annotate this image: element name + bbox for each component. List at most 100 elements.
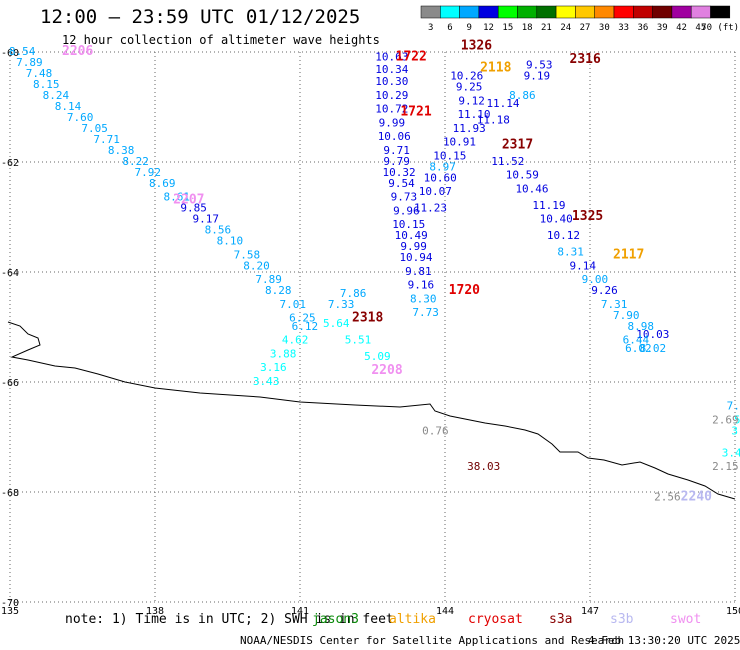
data-point-label: 9.79	[383, 155, 410, 168]
data-point-label: 8.28	[265, 284, 292, 297]
data-point-label: 7.60	[67, 111, 94, 124]
data-point-label: 10.60	[424, 171, 457, 184]
data-point-label: 10.26	[450, 70, 483, 83]
colorbar-swatch	[652, 5, 673, 19]
data-point-label: 7.73	[412, 306, 439, 319]
data-point-label: 8.24	[43, 89, 70, 102]
y-tick-label: -62	[1, 158, 19, 169]
generated-timestamp: 4 Feb 13:30:20 UTC 2025	[588, 634, 740, 647]
data-point-label: 3.49	[722, 446, 740, 459]
data-point-label: 11.14	[486, 97, 519, 110]
data-point-label: 3.88	[270, 347, 297, 360]
data-point-label: 6.44	[623, 334, 650, 347]
pass-id-label: 2207	[173, 192, 204, 207]
legend-satellite-s3b: s3b	[610, 612, 634, 627]
x-tick-label: 141	[291, 606, 309, 617]
data-point-label: 9.12	[458, 94, 485, 107]
data-point-label: 8.69	[149, 177, 176, 190]
data-point-label: 8.22	[122, 155, 149, 168]
data-point-label: 8.38	[108, 144, 135, 157]
data-point-label: 8.10	[217, 235, 244, 248]
data-point-label: 7.48	[26, 67, 53, 80]
x-tick-label: 138	[146, 606, 164, 617]
data-point-label: 11.10	[457, 108, 490, 121]
pass-id-label: 2317	[502, 137, 533, 152]
x-tick-label: 135	[1, 606, 19, 617]
data-point-label: 2.69	[712, 413, 739, 426]
data-point-label: 8.30	[410, 292, 437, 305]
legend-satellite-cryosat: cryosat	[468, 612, 523, 627]
pass-id-label: 2206	[62, 44, 93, 59]
data-point-label: 9.96	[393, 204, 420, 217]
data-point-label: 10.32	[383, 166, 416, 179]
colorbar-swatch	[710, 5, 731, 19]
data-point-label: 3.43	[253, 375, 280, 388]
colorbar-swatch	[440, 5, 460, 19]
data-point-label: 11.93	[453, 122, 486, 135]
legend-satellite-altika: altika	[389, 612, 436, 627]
data-point-label: 9.81	[405, 265, 432, 278]
colorbar-swatch	[633, 5, 653, 19]
pass-id-label: 1722	[396, 49, 427, 64]
data-point-label: 9.85	[180, 202, 207, 215]
data-point-label: 9.17	[193, 213, 220, 226]
pass-id-label: 2117	[613, 247, 644, 262]
colorbar-label: 39	[657, 23, 668, 33]
legend-satellite-swot: swot	[670, 612, 702, 627]
colorbar-swatch	[575, 5, 595, 19]
data-point-label: 10.29	[375, 89, 408, 102]
colorbar-label: 15	[502, 23, 513, 33]
data-point-label: 10.63	[375, 50, 408, 63]
data-point-label: 8.20	[243, 259, 270, 272]
data-point-label: 11.23	[414, 202, 447, 215]
legend-satellite-jason3: jason3	[312, 612, 359, 627]
y-tick-label: -68	[1, 488, 19, 499]
data-point-label: 2.15	[712, 460, 739, 473]
data-point-label: 7.01	[280, 298, 307, 311]
data-point-label: 4.62	[282, 334, 309, 347]
data-point-label: 10.30	[375, 75, 408, 88]
data-point-label: 2.56	[654, 490, 681, 503]
pass-id-label: 1325	[572, 209, 603, 224]
colorbar-label: 42	[676, 23, 687, 33]
data-point-label: 9.54	[388, 177, 415, 190]
chart-note: note: 1) Time is in UTC; 2) SWH is in fe…	[65, 612, 394, 627]
data-point-label: 9.73	[391, 191, 418, 204]
data-point-label: 10.07	[419, 185, 452, 198]
colorbar-swatch	[671, 5, 692, 19]
data-point-label: 10.12	[547, 229, 580, 242]
colorbar-swatch	[690, 5, 711, 19]
data-point-label: 8.56	[205, 224, 232, 237]
colorbar-swatch	[594, 5, 615, 19]
colorbar-swatch	[555, 5, 576, 19]
data-point-label: 0.76	[422, 424, 449, 437]
pass-id-label: 2118	[480, 60, 511, 75]
data-point-label: 10.03	[636, 328, 669, 341]
colorbar-label: 12	[483, 23, 494, 33]
y-tick-label: -66	[1, 378, 19, 389]
data-point-label: 38.03	[467, 460, 500, 473]
colorbar-swatch	[478, 5, 499, 19]
data-point-label: 8.31	[557, 246, 584, 259]
data-point-label: 8.98	[628, 320, 655, 333]
coastline-outline	[7, 321, 736, 500]
data-point-label: 11.18	[477, 114, 510, 127]
data-point-label: 8.54	[9, 45, 36, 58]
data-point-label: 5.51	[345, 334, 372, 347]
data-point-label: 10.94	[399, 251, 432, 264]
data-point-label: 7.89	[16, 56, 43, 69]
data-point-label: 9.99	[379, 116, 406, 129]
colorbar-label: 30	[599, 23, 610, 33]
data-point-label: 10.15	[392, 218, 425, 231]
data-point-label: 10.49	[395, 229, 428, 242]
x-tick-label: 150	[726, 606, 740, 617]
data-point-label: 7.05	[81, 122, 108, 135]
pass-id-label: 2316	[570, 52, 601, 67]
colorbar-swatch	[420, 5, 441, 19]
data-point-label: 5.09	[364, 350, 391, 363]
data-point-label: 10.06	[378, 130, 411, 143]
legend-satellite-s3a: s3a	[549, 612, 573, 627]
data-point-label: 10.59	[506, 169, 539, 182]
